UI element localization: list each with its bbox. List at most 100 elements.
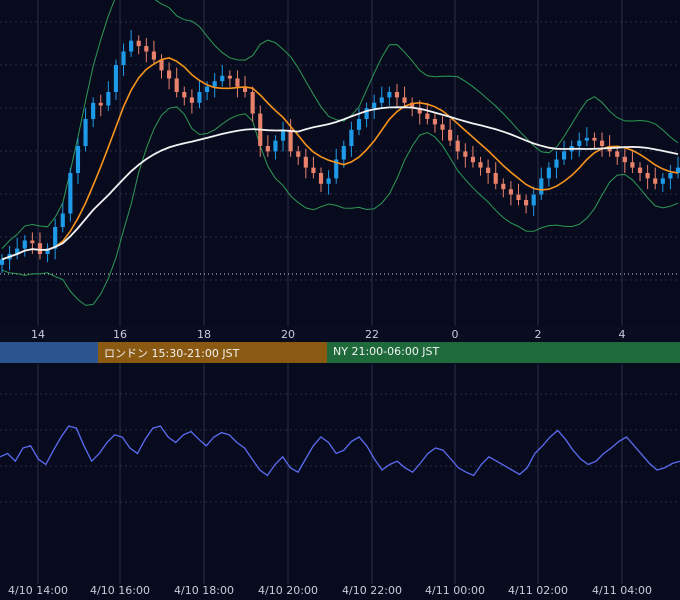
candle-body (584, 137, 589, 141)
candle-body (227, 75, 232, 79)
candle-body (531, 194, 536, 206)
candle-body (478, 162, 483, 168)
candle-body (280, 129, 286, 141)
candle-body (326, 178, 331, 184)
candle-body (159, 59, 164, 71)
osc-x-tick-label: 4/11 00:00 (425, 584, 485, 597)
osc-x-tick-label: 4/11 02:00 (508, 584, 568, 597)
candle-body (372, 102, 377, 109)
candle-body (212, 81, 217, 87)
candle-body (151, 51, 156, 60)
candle-body (22, 240, 27, 249)
candle-body (68, 173, 73, 214)
candle-body (554, 159, 559, 168)
price-x-tick-label: 2 (535, 328, 542, 340)
candle-body (379, 97, 384, 103)
candle-body (645, 173, 650, 179)
candle-body (417, 108, 422, 114)
candle-body (318, 173, 324, 184)
candle-body (577, 140, 582, 146)
candle-body (182, 92, 187, 98)
candle-body (630, 162, 635, 168)
price-x-tick-label: 22 (365, 328, 379, 340)
candle-body (0, 259, 5, 265)
osc-x-tick-label: 4/10 20:00 (258, 584, 318, 597)
session-bar-ny: NY 21:00-06:00 JST (327, 342, 680, 363)
osc-x-tick-label: 4/10 16:00 (90, 584, 150, 597)
candle-body (546, 167, 551, 179)
candle-body (622, 156, 627, 163)
candle-body (288, 129, 293, 152)
candle-body (250, 92, 255, 114)
price-x-tick-label: 16 (113, 328, 127, 340)
candle-body (144, 46, 149, 52)
candle-body (432, 119, 438, 125)
candle-body (470, 156, 475, 163)
candle-body (653, 178, 658, 184)
candle-body (501, 183, 506, 190)
candle-body (561, 151, 567, 160)
candle-body (83, 119, 88, 146)
candle-body (98, 102, 103, 106)
candle-body (205, 86, 210, 92)
candle-body (334, 159, 339, 179)
candle-body (235, 78, 240, 87)
candle-body (167, 70, 172, 79)
candle-body (91, 102, 96, 119)
candle-body (410, 102, 415, 109)
candle-body (448, 129, 453, 141)
price-chart: 14 16 18 20 22 0 2 4 (0, 0, 680, 340)
candle-body (296, 151, 301, 157)
candle-body (637, 167, 643, 173)
candle-body (668, 173, 673, 179)
candle-body (220, 75, 225, 82)
candle-body (387, 92, 392, 98)
candle-body (189, 97, 194, 103)
candle-body (599, 140, 605, 146)
oscillator-chart: 4/10 14:00 4/10 16:00 4/10 18:00 4/10 20:00… (0, 364, 680, 597)
osc-x-tick-label: 4/11 04:00 (592, 584, 652, 597)
candle-body (486, 167, 491, 173)
candle-body (303, 156, 308, 168)
osc-x-tick-label: 4/10 18:00 (174, 584, 234, 597)
session-label-london: ロンドン 15:30-21:00 JST (104, 347, 240, 360)
moving-average-short (1, 57, 679, 261)
candle-body (356, 119, 362, 130)
price-x-tick-label: 0 (452, 328, 459, 340)
price-x-tick-label: 18 (197, 328, 211, 340)
candle-body (615, 151, 620, 157)
candle-body (349, 129, 354, 146)
candle-body (75, 146, 81, 173)
session-label-ny: NY 21:00-06:00 JST (333, 345, 440, 358)
candle-body (455, 140, 460, 152)
price-x-axis (0, 326, 680, 340)
candle-body (197, 92, 202, 103)
candle-body (516, 194, 521, 200)
candle-body (106, 92, 111, 106)
candle-body (265, 146, 270, 152)
osc-x-tick-label: 4/10 14:00 (8, 584, 68, 597)
candle-body (539, 178, 544, 195)
candle-body (341, 146, 346, 160)
candle-body (311, 167, 316, 173)
candle-body (174, 78, 179, 92)
candle-body (508, 189, 513, 195)
moving-average-long (1, 106, 679, 261)
candle-body (524, 200, 529, 206)
candle-body (242, 86, 248, 92)
candle-body (675, 167, 680, 173)
candle-body (45, 248, 50, 254)
candle-body (15, 248, 20, 254)
candle-body (30, 240, 35, 244)
candle-body (273, 140, 278, 152)
price-x-tick-label: 14 (31, 328, 45, 340)
session-bar-tokyo (0, 342, 98, 363)
candle-body (592, 137, 597, 141)
candle-body (493, 173, 498, 184)
candle-body (364, 108, 369, 119)
candle-body (60, 213, 65, 227)
candle-body (113, 65, 119, 92)
bollinger-upper (1, 0, 679, 249)
candle-body (37, 243, 43, 254)
